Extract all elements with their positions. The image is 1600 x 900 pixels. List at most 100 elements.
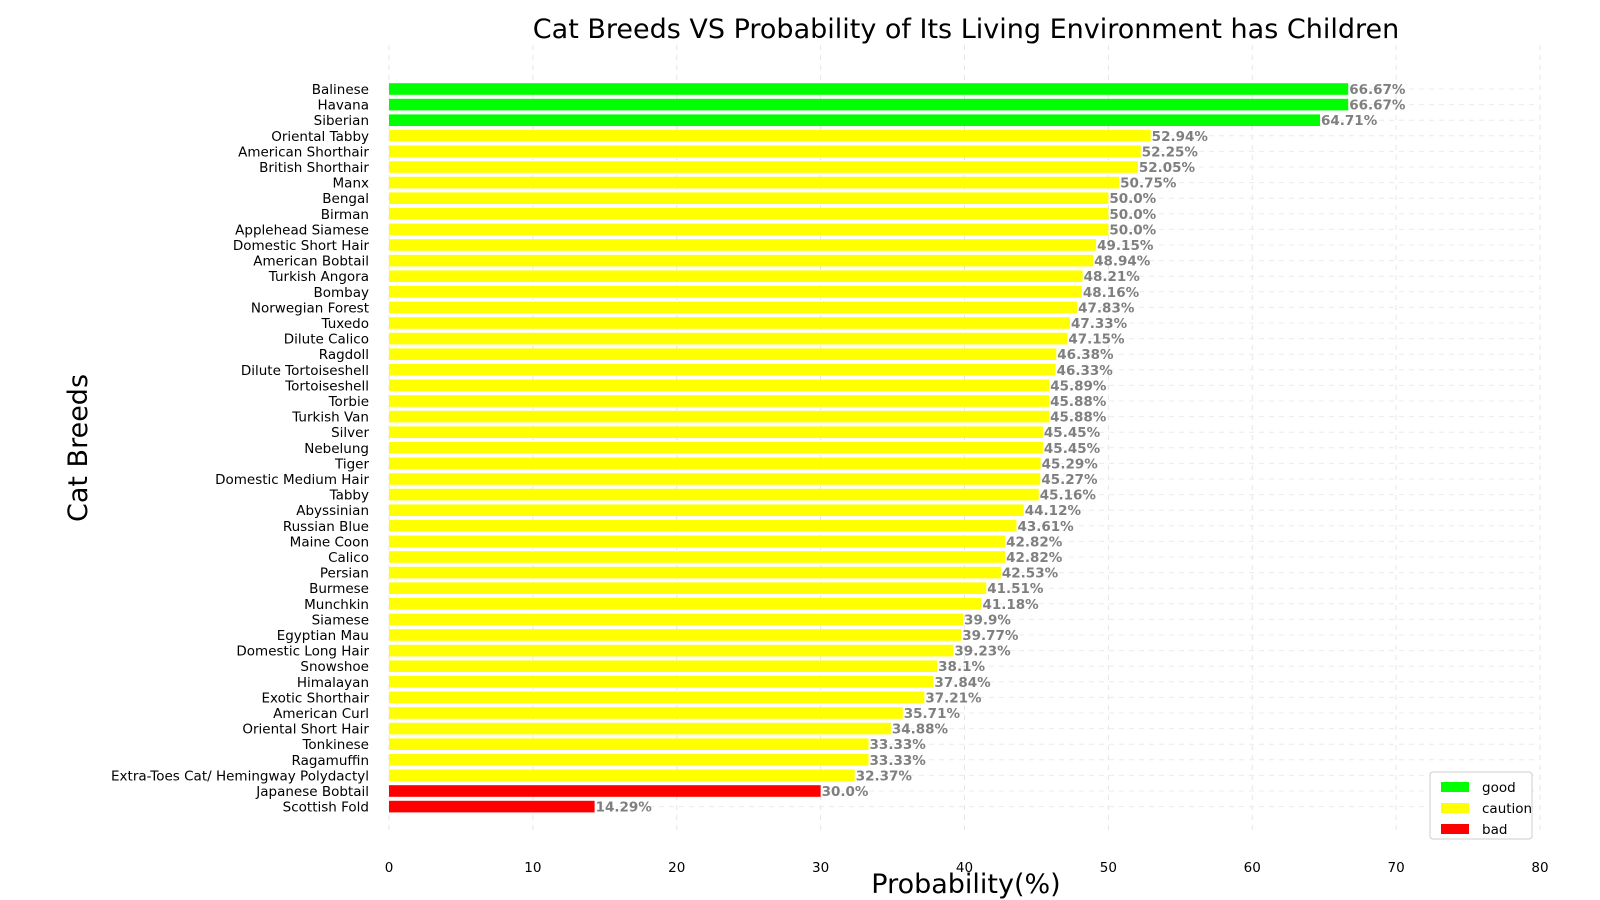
value-label: 45.45% [1044, 441, 1101, 457]
bar [389, 660, 938, 672]
bar [389, 457, 1041, 470]
category-label: Domestic Short Hair [233, 238, 370, 254]
category-label: British Shorthair [259, 160, 369, 176]
category-label: Birman [321, 207, 369, 223]
bar [389, 270, 1083, 282]
bar [389, 535, 1006, 548]
category-label: Japanese Bobtail [255, 784, 369, 800]
legend-label: good [1482, 780, 1516, 796]
category-label: Himalayan [297, 675, 369, 691]
value-label: 44.12% [1025, 503, 1082, 519]
bar [389, 582, 987, 594]
value-label: 46.38% [1057, 347, 1114, 363]
category-label: Munchkin [304, 597, 369, 613]
value-label: 41.18% [982, 597, 1039, 613]
value-label: 52.05% [1139, 160, 1196, 176]
category-label: Oriental Tabby [271, 129, 369, 145]
x-tick-label: 0 [385, 860, 394, 876]
category-label: Domestic Long Hair [236, 644, 369, 660]
category-label: Snowshoe [300, 659, 369, 675]
bar [389, 785, 821, 797]
category-label: Ragamuffin [291, 753, 369, 769]
bar [389, 239, 1097, 251]
bar [389, 176, 1120, 189]
category-label: Oriental Short Hair [242, 722, 369, 738]
x-tick-labels: 0 10 20 30 40 50 60 70 80 [385, 860, 1549, 876]
bar [389, 98, 1349, 111]
value-label: 30.0% [822, 784, 869, 800]
category-label: American Curl [273, 706, 369, 722]
category-label: Siamese [312, 612, 369, 628]
bar [389, 644, 954, 657]
category-label: Russian Blue [283, 519, 369, 535]
bar [389, 629, 962, 641]
legend-label: bad [1482, 822, 1507, 838]
bar [389, 504, 1024, 516]
bar [389, 364, 1056, 376]
value-label: 48.21% [1084, 269, 1141, 285]
bar [389, 488, 1039, 501]
bar [389, 769, 855, 782]
value-label: 64.71% [1321, 113, 1378, 129]
bar [389, 676, 934, 688]
category-label: Dilute Tortoiseshell [241, 363, 369, 379]
value-label: 33.33% [870, 737, 927, 753]
bar [389, 301, 1078, 314]
value-label: 49.15% [1097, 238, 1154, 254]
value-label: 42.82% [1006, 534, 1063, 550]
value-label: 43.61% [1017, 519, 1074, 535]
bar [389, 426, 1043, 438]
chart-title: Cat Breeds VS Probability of Its Living … [533, 14, 1399, 45]
value-label: 14.29% [596, 800, 653, 816]
x-tick-label: 70 [1388, 860, 1405, 876]
category-label: Norwegian Forest [251, 300, 369, 316]
value-label: 47.33% [1071, 316, 1128, 332]
x-tick-label: 50 [1100, 860, 1117, 876]
value-label: 32.37% [856, 768, 913, 784]
legend-swatch [1441, 803, 1469, 813]
category-label: Tonkinese [301, 737, 369, 753]
category-label: Dilute Calico [284, 332, 369, 348]
category-label: Bengal [322, 191, 369, 207]
bar [389, 551, 1006, 563]
bar [389, 83, 1349, 95]
category-label: Silver [331, 425, 369, 441]
y-axis-title: Cat Breeds [63, 374, 94, 522]
value-label: 48.16% [1083, 285, 1140, 301]
value-labels: 66.67%66.67%64.71%52.94%52.25%52.05%50.7… [596, 82, 1406, 816]
legend-swatch [1441, 782, 1469, 792]
bar [389, 722, 891, 735]
bar [389, 379, 1050, 392]
bar [389, 738, 869, 750]
bar [389, 348, 1057, 360]
category-label: Maine Coon [290, 534, 369, 550]
value-label: 42.53% [1002, 566, 1059, 582]
bar [389, 410, 1050, 423]
bar [389, 566, 1001, 579]
category-label: Turkish Angora [268, 269, 369, 285]
bar [389, 442, 1043, 454]
value-label: 50.75% [1120, 176, 1177, 192]
bar [389, 223, 1109, 236]
value-label: 52.25% [1142, 144, 1199, 160]
x-tick-label: 20 [668, 860, 685, 876]
value-label: 39.9% [964, 612, 1011, 628]
bar [389, 317, 1070, 329]
value-label: 35.71% [904, 706, 961, 722]
bar [389, 520, 1017, 532]
category-label: Persian [320, 566, 369, 582]
value-label: 38.1% [938, 659, 985, 675]
x-tick-label: 10 [524, 860, 541, 876]
bar [389, 754, 869, 766]
value-label: 37.84% [934, 675, 991, 691]
value-label: 37.21% [925, 690, 982, 706]
value-label: 47.83% [1078, 300, 1135, 316]
category-label: American Shorthair [238, 144, 369, 160]
x-tick-label: 60 [1244, 860, 1261, 876]
bar [389, 254, 1094, 267]
category-label: Egyptian Mau [277, 628, 369, 644]
value-label: 47.15% [1068, 332, 1125, 348]
bar [389, 800, 595, 813]
